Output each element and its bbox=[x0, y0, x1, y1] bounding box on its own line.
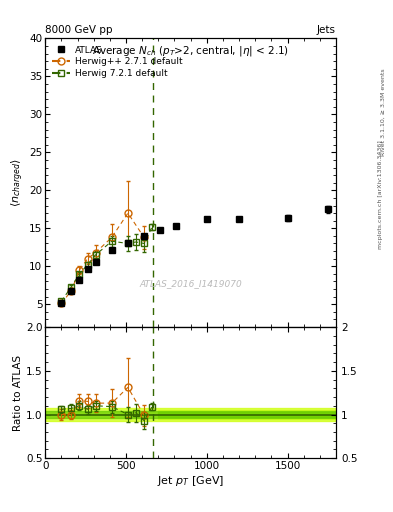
Bar bbox=[45, 409, 336, 421]
Text: Rivet 3.1.10, ≥ 3.3M events: Rivet 3.1.10, ≥ 3.3M events bbox=[381, 69, 386, 157]
Y-axis label: $\langle n_{charged} \rangle$: $\langle n_{charged} \rangle$ bbox=[10, 158, 26, 207]
X-axis label: Jet $p_{T}$ [GeV]: Jet $p_{T}$ [GeV] bbox=[157, 474, 224, 488]
Bar bbox=[45, 411, 336, 418]
Text: 8000 GeV pp: 8000 GeV pp bbox=[45, 25, 113, 35]
Text: Jets: Jets bbox=[317, 25, 336, 35]
Y-axis label: Ratio to ATLAS: Ratio to ATLAS bbox=[13, 355, 23, 431]
Text: ATLAS_2016_I1419070: ATLAS_2016_I1419070 bbox=[139, 279, 242, 288]
Text: mcplots.cern.ch [arXiv:1306.3436]: mcplots.cern.ch [arXiv:1306.3436] bbox=[378, 140, 383, 249]
Text: Average $N_{ch}$ ($p_{T}$>2, central, |$\eta$| < 2.1): Average $N_{ch}$ ($p_{T}$>2, central, |$… bbox=[92, 44, 289, 58]
Legend: ATLAS, Herwig++ 2.7.1 default, Herwig 7.2.1 default: ATLAS, Herwig++ 2.7.1 default, Herwig 7.… bbox=[50, 43, 185, 81]
